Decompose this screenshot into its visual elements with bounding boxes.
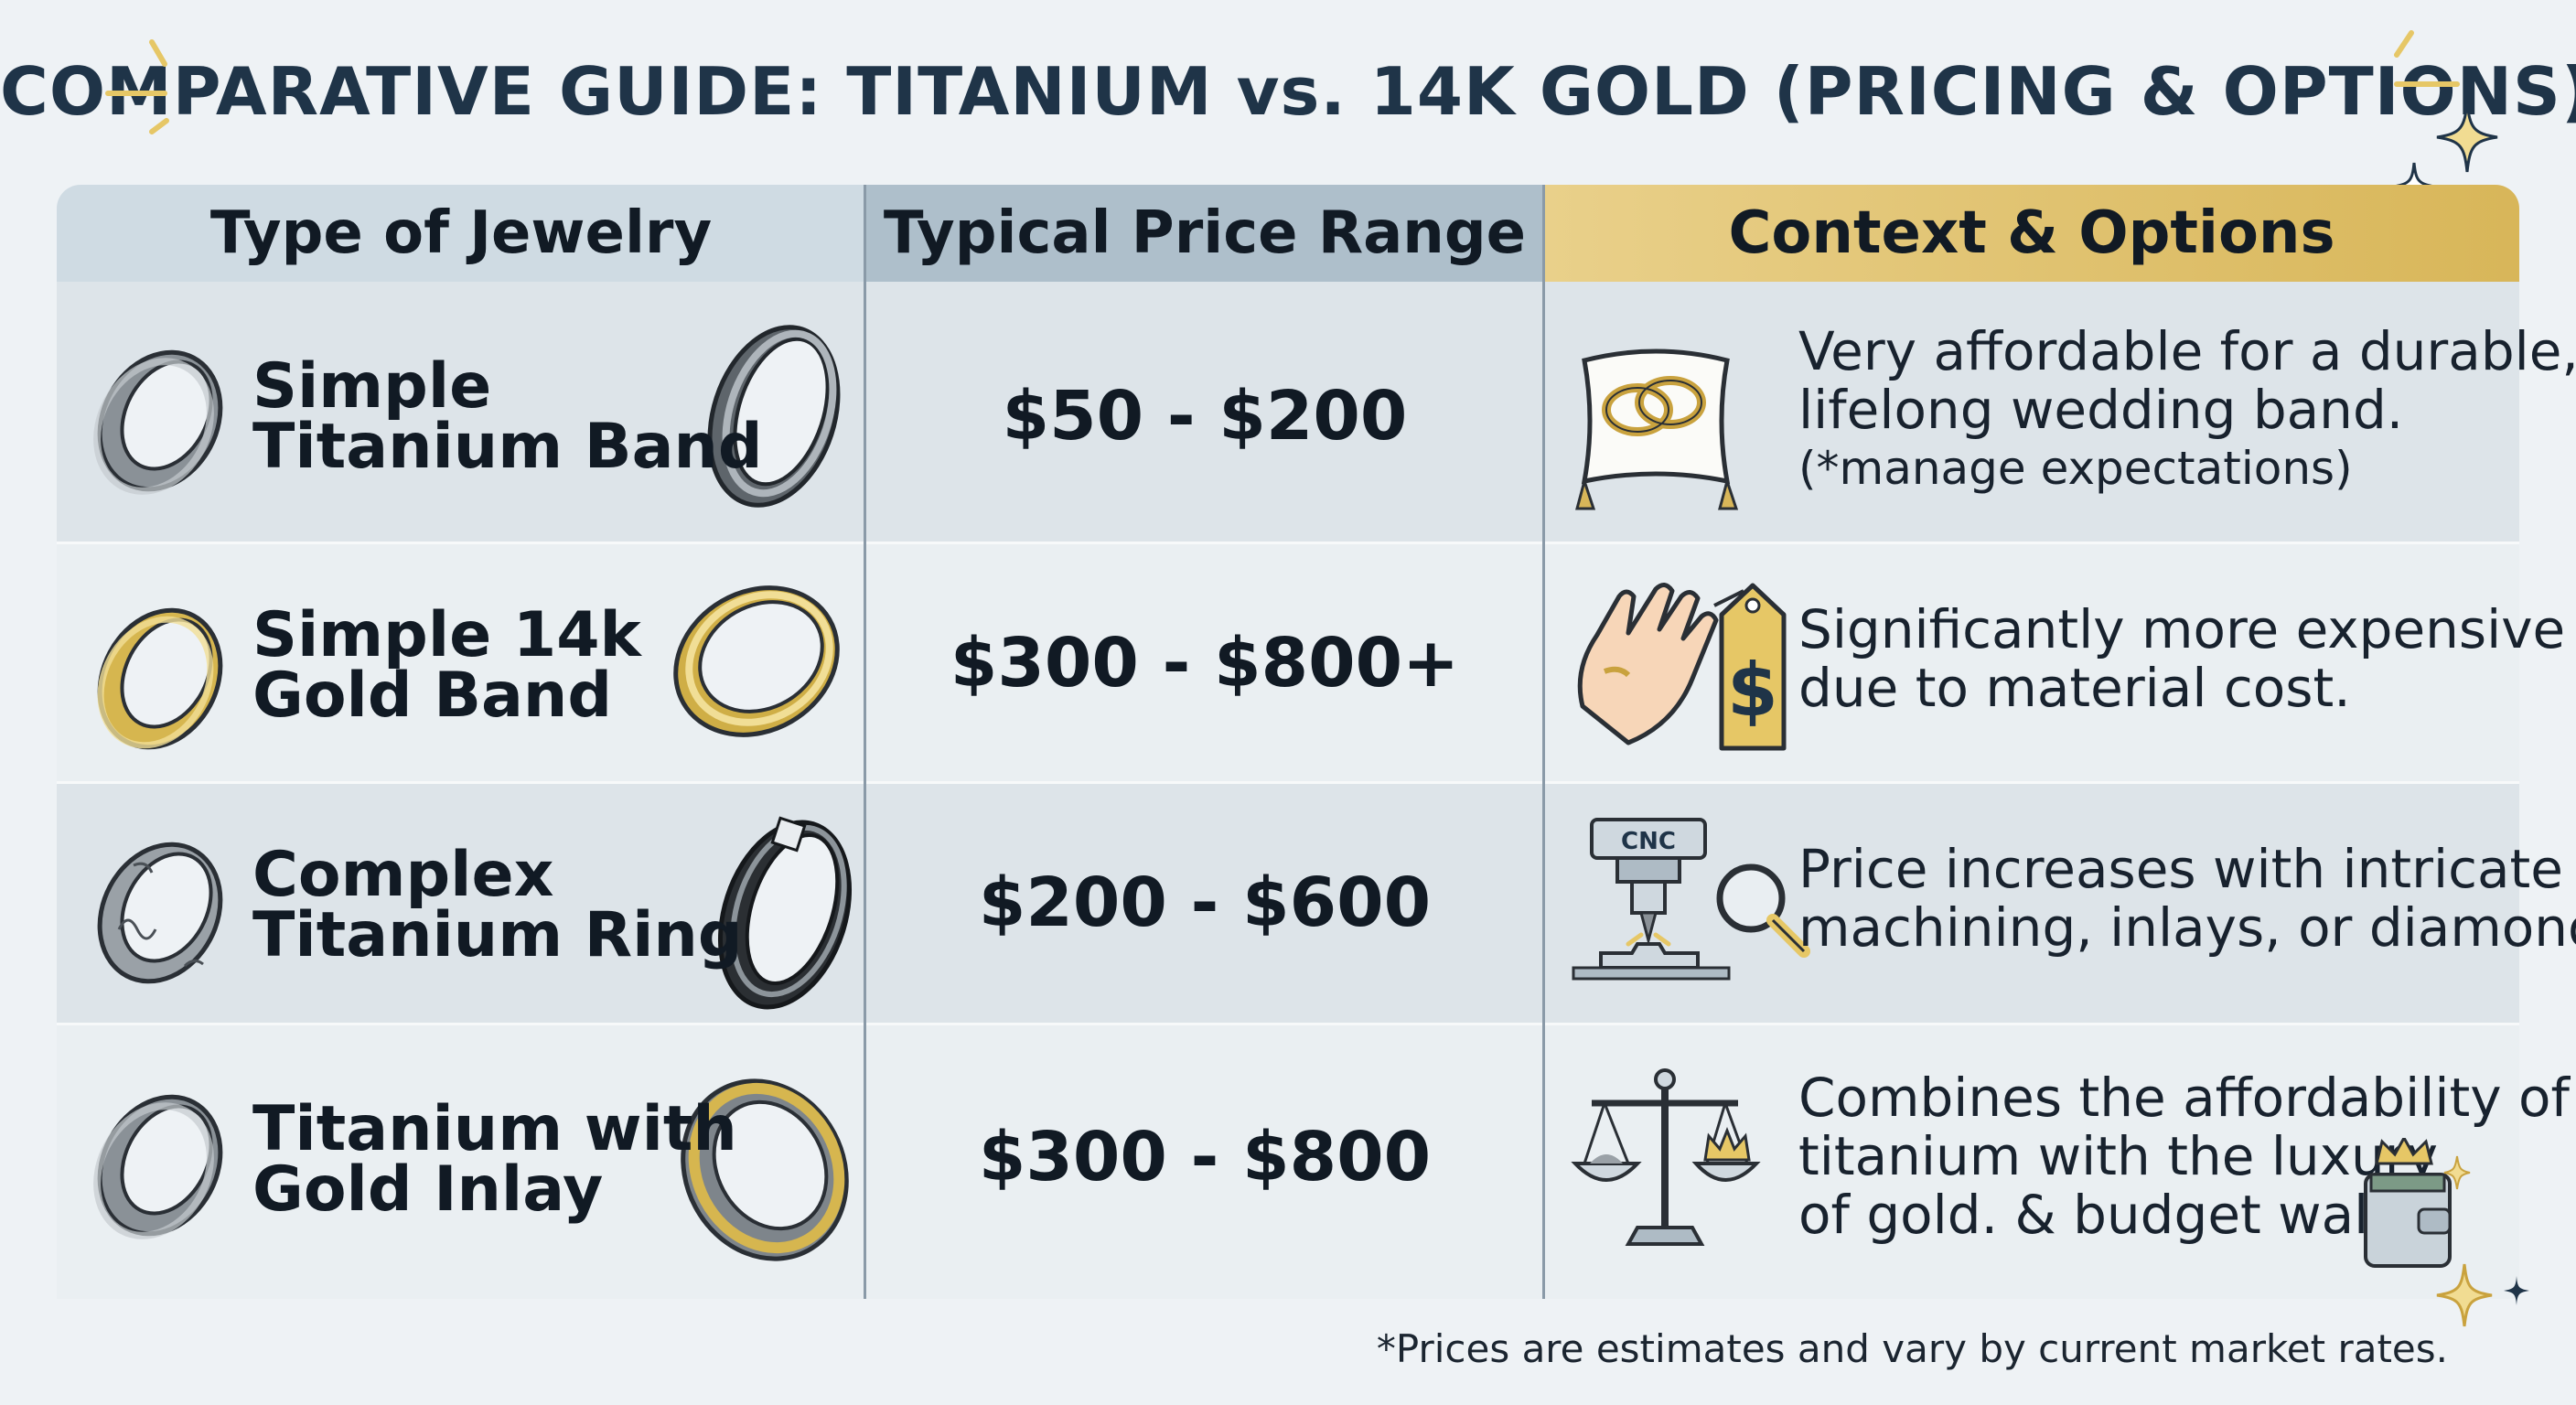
engraved-titanium-ring-icon [97, 842, 223, 984]
titanium-ring-icon [707, 325, 841, 508]
header-price: Typical Price Range [865, 185, 1544, 282]
gold-inlay-ring-icon [681, 1078, 849, 1261]
table-row [57, 282, 2519, 543]
context-line: Price increases with intricate [1798, 838, 2563, 900]
gold-ring-icon [673, 585, 840, 737]
table-row [57, 543, 2519, 783]
context-text: Significantly more expensive due to mate… [1798, 600, 2565, 717]
price-range: $50 - $200 [1002, 377, 1408, 456]
type-line: Gold Band [252, 660, 612, 732]
context-line: of gold. & budget wallet [1798, 1184, 2437, 1246]
context-line: titanium with the luxury [1798, 1125, 2438, 1187]
header-type: Type of Jewelry [57, 185, 865, 282]
sparkle-icon [2504, 1276, 2529, 1305]
header-context: Context & Options [1544, 185, 2519, 282]
type-label: Complex Titanium Ring [252, 839, 743, 971]
type-line: Simple 14k [252, 599, 641, 671]
hand-price-tag-icon: $ [1577, 583, 1787, 751]
row-divider [57, 781, 2519, 784]
context-line: Significantly more expensive [1798, 598, 2566, 660]
page-title: COMPARATIVE GUIDE: TITANIUM vs. 14K GOLD… [0, 53, 2576, 130]
table-row [57, 783, 2519, 1024]
context-line: machining, inlays, or diamonds. [1798, 896, 2576, 959]
context-text: Price increases with intricate machining… [1798, 840, 2576, 957]
column-divider [1542, 185, 1545, 1299]
comparison-table: Type of Jewelry Typical Price Range Cont… [57, 185, 2576, 1299]
type-label: Titanium with Gold Inlay [252, 1093, 737, 1226]
context-line: Very affordable for a durable, [1798, 320, 2576, 382]
type-label: Simple Titanium Band [252, 350, 763, 483]
type-line: Titanium Band [252, 411, 763, 483]
carbon-inlay-ring-icon [717, 816, 853, 1010]
type-line: Titanium with [252, 1093, 737, 1165]
scale-crown-icon [1571, 1068, 1761, 1246]
type-label: Simple 14k Gold Band [252, 599, 641, 732]
wallet-crown-icon [2364, 1138, 2471, 1268]
gold-ring-icon [97, 607, 223, 750]
pillow-rings-icon [1575, 349, 1739, 510]
type-line: Gold Inlay [252, 1153, 604, 1226]
table-row [57, 1024, 2519, 1299]
titanium-ring-icon [93, 349, 223, 495]
price-range: $300 - $800+ [950, 624, 1460, 702]
footnote: *Prices are estimates and vary by curren… [1376, 1326, 2448, 1371]
context-note: (*manage expectations) [1798, 442, 2353, 495]
svg-text:CNC: CNC [1621, 828, 1676, 855]
sparkle-icon [2436, 102, 2498, 173]
sparkle-icon [2436, 1263, 2493, 1327]
price-range: $200 - $600 [978, 863, 1432, 942]
context-line: due to material cost. [1798, 657, 2351, 719]
cnc-machine-icon: CNC [1572, 818, 1810, 981]
sparkle-rays-icon [2394, 30, 2460, 87]
price-range: $300 - $800 [978, 1118, 1432, 1196]
column-divider [864, 185, 866, 1299]
sparkle-rays-icon [105, 39, 169, 134]
context-text: Very affordable for a durable, lifelong … [1798, 322, 2576, 498]
context-line: lifelong wedding band. [1798, 379, 2404, 441]
type-line: Simple [252, 350, 492, 423]
svg-text:$: $ [1727, 648, 1778, 733]
context-text: Combines the affordability of titanium w… [1798, 1068, 2570, 1244]
row-divider [57, 542, 2519, 544]
type-line: Titanium Ring [252, 899, 743, 971]
context-line: Combines the affordability of [1798, 1067, 2570, 1129]
type-line: Complex [252, 839, 554, 911]
row-divider [57, 1023, 2519, 1025]
titanium-ring-icon [93, 1094, 223, 1239]
